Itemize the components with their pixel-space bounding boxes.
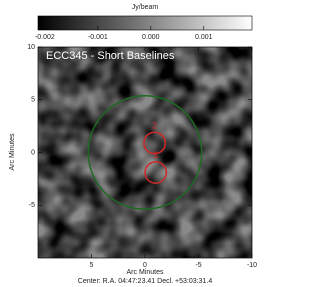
region-circle: [87, 95, 203, 210]
overlay: 21: [87, 95, 203, 210]
y-tick-label: -5: [29, 202, 35, 209]
colorbar: [37, 15, 253, 31]
y-tick-label: 10: [27, 44, 35, 51]
colorbar-tick-label: 0.000: [142, 34, 160, 41]
x-tick-label: -10: [247, 262, 257, 269]
region-circle: [143, 131, 167, 155]
x-tick-label: 0: [143, 262, 147, 269]
colorbar-tick-label: -0.001: [88, 34, 108, 41]
y-axis-label: Arc Minutes: [9, 133, 16, 170]
chart-title: ECC345 - Short Baselines: [46, 50, 175, 62]
image: [38, 47, 252, 258]
colorbar-tick-label: -0.002: [35, 34, 55, 41]
y-tick-label: 0: [31, 149, 35, 156]
footer: Center: R.A. 04:47:23.41 Decl. +53:03:31…: [78, 278, 213, 285]
y-tick-label: 5: [31, 97, 35, 104]
region-label: 1: [153, 150, 158, 160]
x-axis-label: Arc Minutes: [127, 269, 164, 276]
chart: Jy/beam ECC345 - Short Baselines Arc Min…: [9, 4, 257, 285]
x-tick-label: 5: [90, 262, 94, 269]
x-tick-label: -5: [195, 262, 201, 269]
colorbar-tick-label: 0.001: [195, 34, 213, 41]
region-label: 2: [152, 121, 157, 131]
region-circle: [144, 161, 168, 184]
colorbar-label: Jy/beam: [132, 4, 159, 11]
